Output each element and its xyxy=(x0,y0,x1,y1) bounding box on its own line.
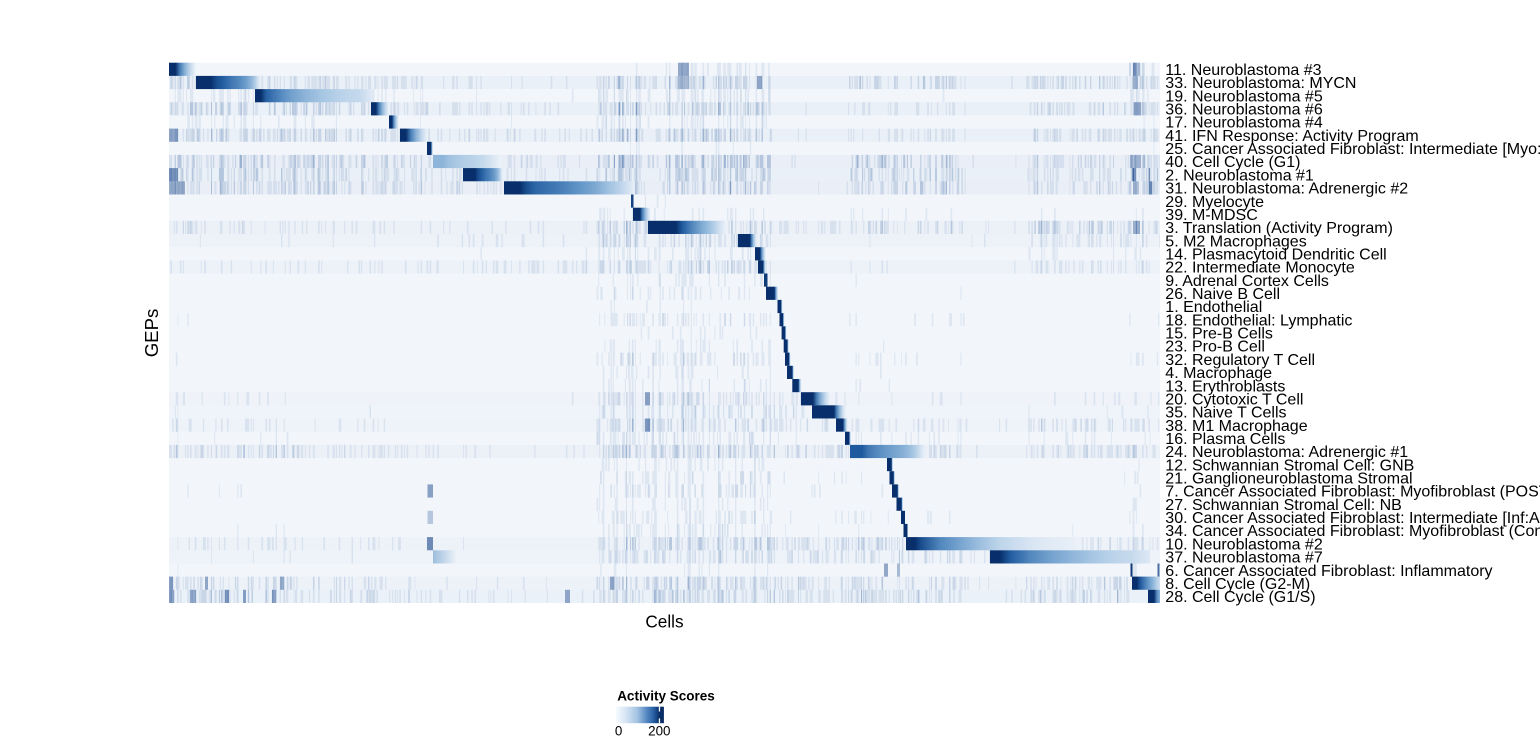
svg-text:30. Cancer Associated Fibrobla: 30. Cancer Associated Fibroblast: Interm… xyxy=(1165,510,1540,527)
svg-text:34. Cancer Associated Fibrobla: 34. Cancer Associated Fibroblast: Myofib… xyxy=(1165,523,1540,540)
svg-text:3. Translation (Activity Progr: 3. Translation (Activity Program) xyxy=(1165,220,1393,237)
svg-text:GEPs: GEPs xyxy=(141,309,162,358)
svg-text:Activity Scores: Activity Scores xyxy=(617,689,715,704)
svg-text:1. Endothelial: 1. Endothelial xyxy=(1165,299,1262,316)
svg-text:12. Schwannian Stromal Cell: G: 12. Schwannian Stromal Cell: GNB xyxy=(1165,457,1414,474)
svg-text:200: 200 xyxy=(648,724,670,739)
svg-text:31. Neuroblastoma: Adrenergic: 31. Neuroblastoma: Adrenergic #2 xyxy=(1165,181,1408,198)
svg-text:37. Neuroblastoma #7: 37. Neuroblastoma #7 xyxy=(1165,550,1323,567)
svg-text:6. Cancer Associated Fibroblas: 6. Cancer Associated Fibroblast: Inflamm… xyxy=(1165,563,1492,580)
svg-text:24. Neuroblastoma: Adrenergic: 24. Neuroblastoma: Adrenergic #1 xyxy=(1165,444,1408,461)
svg-text:18. Endothelial: Lymphatic: 18. Endothelial: Lymphatic xyxy=(1165,312,1352,329)
svg-text:35. Naive T Cells: 35. Naive T Cells xyxy=(1165,405,1286,422)
svg-text:16. Plasma Cells: 16. Plasma Cells xyxy=(1165,431,1285,448)
svg-text:32. Regulatory T Cell: 32. Regulatory T Cell xyxy=(1165,352,1315,369)
svg-text:23. Pro-B Cell: 23. Pro-B Cell xyxy=(1165,339,1265,356)
svg-text:0: 0 xyxy=(615,724,622,739)
svg-text:40. Cell Cycle (G1): 40. Cell Cycle (G1) xyxy=(1165,154,1300,171)
svg-text:41. IFN Response: Activity Pro: 41. IFN Response: Activity Program xyxy=(1165,128,1418,145)
svg-text:9. Adrenal Cortex Cells: 9. Adrenal Cortex Cells xyxy=(1165,273,1329,290)
svg-text:21. Ganglioneuroblastoma Strom: 21. Ganglioneuroblastoma Stromal xyxy=(1165,471,1412,488)
svg-text:22. Intermediate Monocyte: 22. Intermediate Monocyte xyxy=(1165,260,1355,277)
svg-text:26. Naive B Cell: 26. Naive B Cell xyxy=(1165,286,1280,303)
svg-text:36. Neuroblastoma #6: 36. Neuroblastoma #6 xyxy=(1165,102,1323,119)
svg-text:2. Neuroblastoma #1: 2. Neuroblastoma #1 xyxy=(1165,167,1314,184)
svg-text:25. Cancer Associated Fibrobla: 25. Cancer Associated Fibroblast: Interm… xyxy=(1165,141,1540,158)
svg-text:28. Cell Cycle (G1/S): 28. Cell Cycle (G1/S) xyxy=(1165,589,1315,606)
svg-text:4. Macrophage: 4. Macrophage xyxy=(1165,365,1272,382)
svg-text:11. Neuroblastoma #3: 11. Neuroblastoma #3 xyxy=(1165,62,1321,79)
svg-text:19. Neuroblastoma #5: 19. Neuroblastoma #5 xyxy=(1165,88,1323,105)
svg-text:38. M1 Macrophage: 38. M1 Macrophage xyxy=(1165,418,1307,435)
svg-text:10. Neuroblastoma #2: 10. Neuroblastoma #2 xyxy=(1165,536,1323,553)
svg-text:27. Schwannian Stromal Cell: N: 27. Schwannian Stromal Cell: NB xyxy=(1165,497,1402,514)
svg-text:33. Neuroblastoma: MYCN: 33. Neuroblastoma: MYCN xyxy=(1165,75,1356,92)
svg-text:13. Erythroblasts: 13. Erythroblasts xyxy=(1165,378,1285,395)
svg-text:5. M2 Macrophages: 5. M2 Macrophages xyxy=(1165,233,1306,250)
svg-text:14. Plasmacytoid Dendritic Cel: 14. Plasmacytoid Dendritic Cell xyxy=(1165,247,1386,264)
svg-text:29. Myelocyte: 29. Myelocyte xyxy=(1165,194,1264,211)
svg-text:Cells: Cells xyxy=(645,611,683,631)
svg-text:8. Cell Cycle (G2-M): 8. Cell Cycle (G2-M) xyxy=(1165,576,1310,593)
svg-text:15. Pre-B Cells: 15. Pre-B Cells xyxy=(1165,326,1273,343)
svg-text:39. M-MDSC: 39. M-MDSC xyxy=(1165,207,1257,224)
svg-text:7. Cancer Associated Fibroblas: 7. Cancer Associated Fibroblast: Myofibr… xyxy=(1165,484,1540,501)
svg-text:17. Neuroblastoma #4: 17. Neuroblastoma #4 xyxy=(1165,115,1323,132)
svg-text:20. Cytotoxic T Cell: 20. Cytotoxic T Cell xyxy=(1165,391,1303,408)
